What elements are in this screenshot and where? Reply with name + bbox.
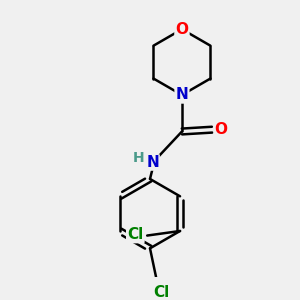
Text: O: O (176, 22, 188, 37)
Text: O: O (215, 122, 228, 137)
Text: N: N (176, 88, 188, 103)
Text: Cl: Cl (127, 227, 143, 242)
Text: Cl: Cl (154, 285, 170, 300)
Text: H: H (133, 151, 145, 165)
Text: N: N (146, 155, 159, 170)
